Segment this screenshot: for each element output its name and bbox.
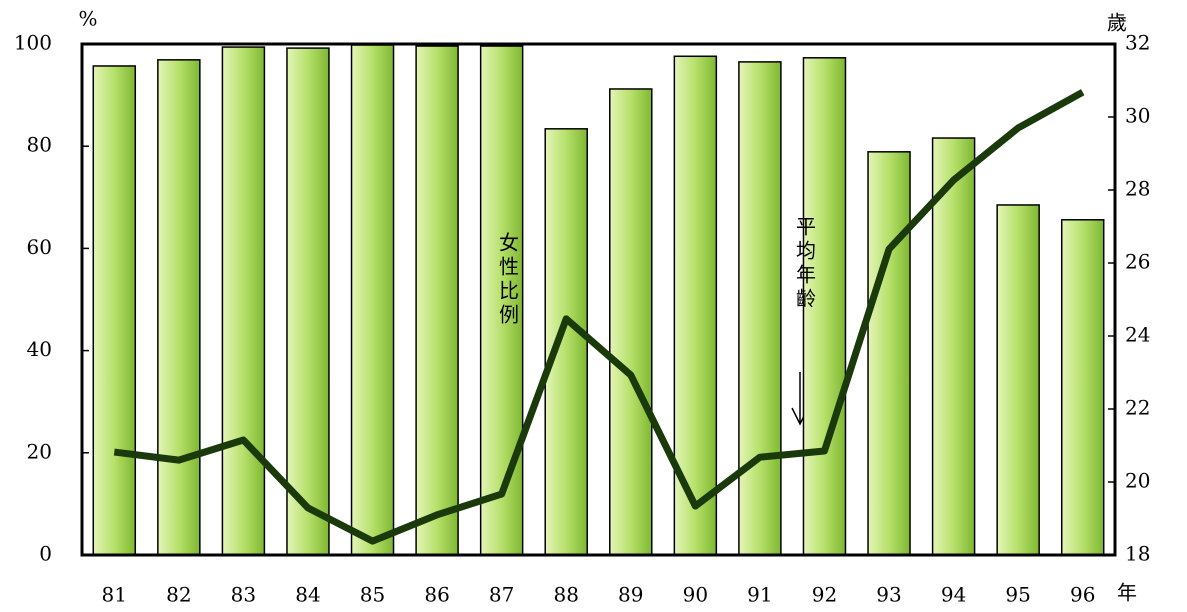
- y-tick-label: 20: [27, 439, 52, 463]
- annotation: 平均年齡: [793, 216, 817, 312]
- y2-tick-label: 32: [1125, 31, 1150, 55]
- bar: [996, 204, 1040, 556]
- y2-tick-label: 18: [1125, 542, 1150, 566]
- x-tick-label: 90: [683, 583, 708, 607]
- line: [113, 89, 1085, 545]
- x-tick-label: 87: [489, 583, 514, 607]
- y-tick-label: 100: [14, 31, 52, 55]
- y-tick-label: 40: [27, 337, 52, 361]
- bar: [1060, 219, 1105, 556]
- bar: [609, 88, 653, 556]
- x-tick-label: 89: [618, 583, 643, 607]
- x-tick-label: 94: [941, 583, 966, 607]
- y2-unit: 歲: [1107, 11, 1127, 35]
- x-tick-label: 82: [166, 583, 191, 607]
- x-tick-label: 88: [553, 583, 578, 607]
- y-tick-label: 80: [27, 133, 52, 157]
- y2-tick-label: 26: [1125, 250, 1150, 274]
- y-unit: %: [78, 7, 97, 31]
- x-tick-label: 81: [102, 583, 127, 607]
- x-tick-label: 83: [231, 583, 256, 607]
- y-tick-label: 0: [39, 542, 52, 566]
- bar: [92, 65, 137, 556]
- x-tick-label: 93: [876, 583, 901, 607]
- x-tick-label: 86: [424, 583, 449, 607]
- x-tick-label: 92: [812, 583, 837, 607]
- y2-tick-label: 20: [1125, 469, 1150, 493]
- y2-tick-label: 24: [1125, 323, 1150, 347]
- x-tick-label: 95: [1005, 583, 1030, 607]
- annotation: 女性比例: [496, 232, 520, 328]
- x-tick-label: 96: [1070, 583, 1095, 607]
- x-unit: 年: [1117, 581, 1137, 605]
- x-tick-label: 91: [747, 583, 772, 607]
- bar: [221, 46, 266, 556]
- bar: [415, 45, 459, 556]
- bar: [544, 128, 588, 556]
- y-tick-label: 60: [27, 235, 52, 259]
- plot-frame: [80, 42, 1117, 557]
- y2-tick-label: 22: [1125, 396, 1150, 420]
- bar: [286, 47, 330, 556]
- bar: [931, 137, 976, 556]
- x-tick-label: 84: [295, 583, 320, 607]
- bar: [867, 151, 911, 556]
- bar: [350, 44, 395, 556]
- y2-tick-label: 28: [1125, 177, 1150, 201]
- y2-tick-label: 30: [1125, 104, 1150, 128]
- x-tick-label: 85: [360, 583, 385, 607]
- bar: [157, 59, 201, 556]
- bar: [738, 61, 782, 556]
